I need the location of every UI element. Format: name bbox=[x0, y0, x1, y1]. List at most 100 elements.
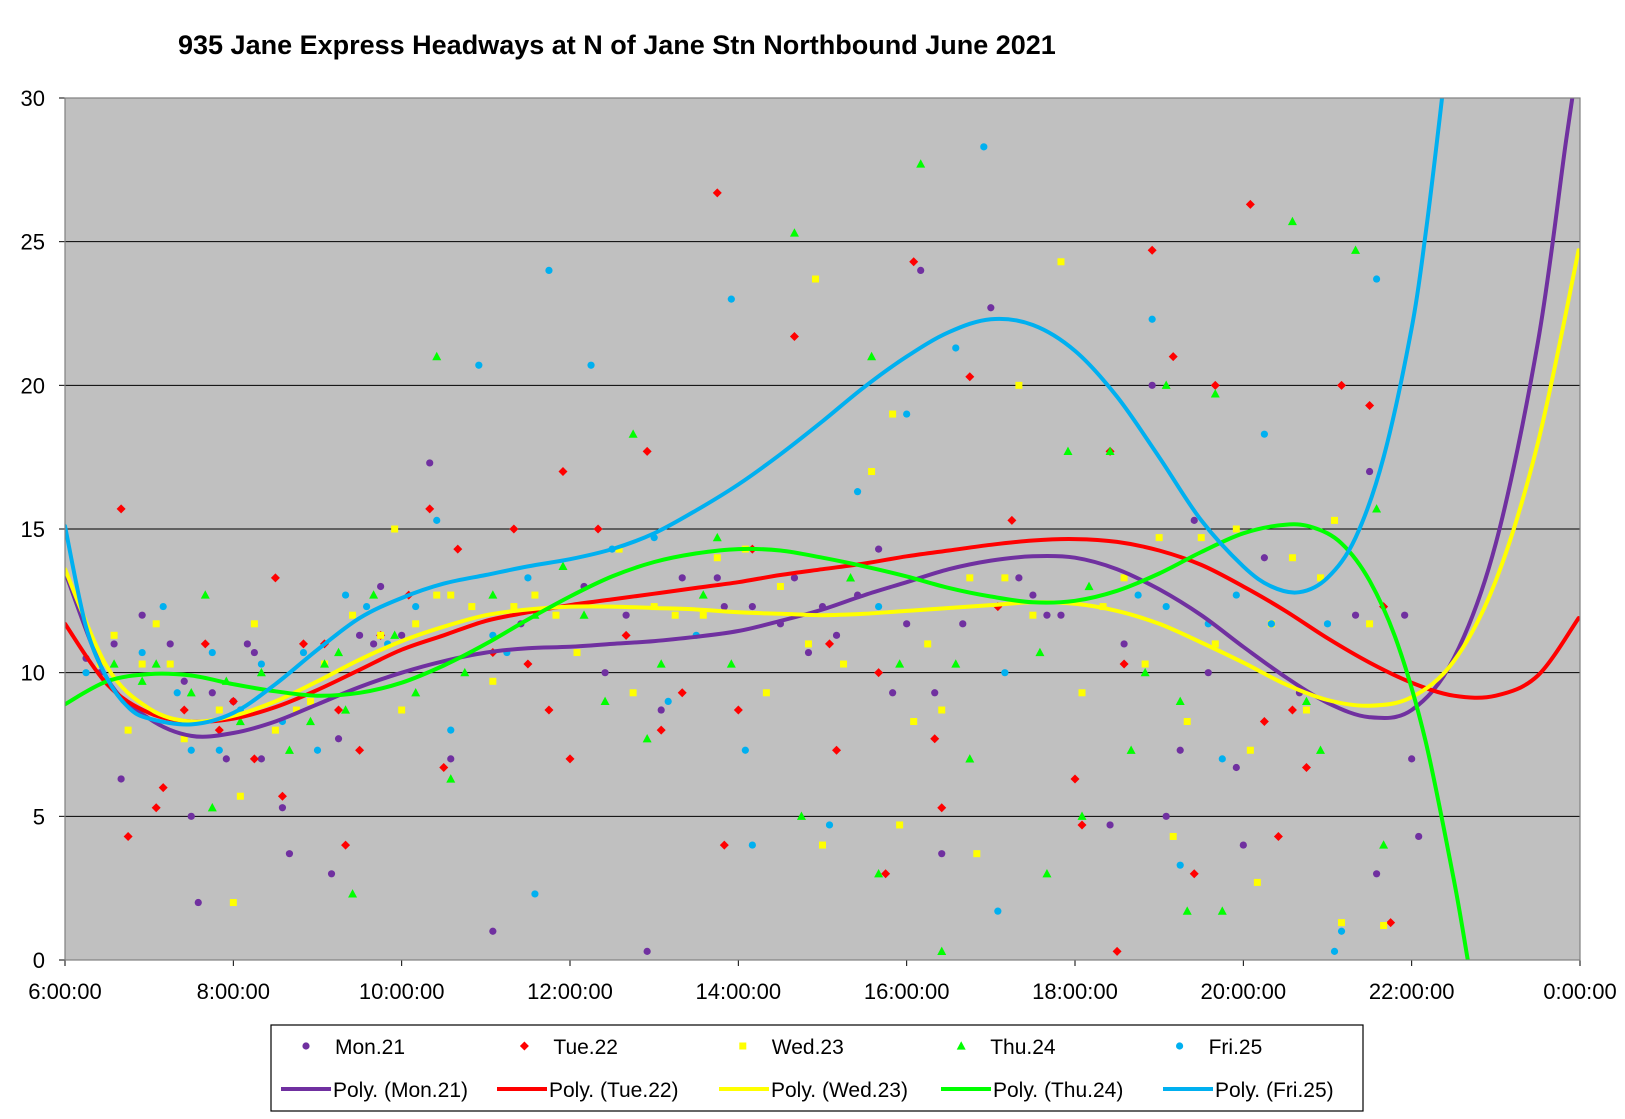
legend-label: Tue.22 bbox=[553, 1036, 618, 1059]
data-point bbox=[187, 812, 195, 820]
data-point bbox=[656, 725, 666, 735]
data-point bbox=[173, 689, 181, 697]
data-point bbox=[1267, 620, 1275, 628]
data-point bbox=[1337, 380, 1347, 390]
data-point bbox=[1148, 381, 1156, 389]
data-point bbox=[186, 687, 196, 697]
data-point bbox=[1119, 659, 1129, 669]
data-point bbox=[214, 725, 224, 735]
y-tick-label: 20 bbox=[21, 373, 45, 398]
data-point bbox=[1176, 861, 1184, 869]
data-point bbox=[433, 516, 441, 524]
data-point bbox=[137, 676, 147, 685]
data-point bbox=[1029, 591, 1037, 599]
data-point bbox=[965, 754, 975, 763]
data-point bbox=[657, 706, 665, 714]
data-point bbox=[727, 295, 735, 303]
data-point bbox=[377, 582, 385, 591]
data-point bbox=[1259, 717, 1269, 727]
data-point bbox=[271, 726, 279, 734]
data-point bbox=[1112, 946, 1122, 956]
data-point bbox=[579, 610, 589, 619]
data-point bbox=[166, 640, 174, 648]
data-point bbox=[1190, 516, 1198, 524]
data-point bbox=[305, 716, 315, 726]
data-point bbox=[825, 639, 835, 649]
legend-marker bbox=[519, 1041, 529, 1051]
data-point bbox=[1287, 705, 1297, 715]
data-point bbox=[1015, 381, 1023, 389]
data-point bbox=[1169, 832, 1177, 840]
trendline bbox=[65, 537, 1580, 724]
data-point bbox=[1140, 667, 1150, 677]
data-point bbox=[1232, 525, 1240, 533]
data-point bbox=[629, 689, 637, 697]
data-point bbox=[713, 574, 721, 582]
data-point bbox=[924, 640, 932, 648]
data-point bbox=[896, 821, 904, 829]
data-point bbox=[1189, 869, 1199, 879]
data-point bbox=[341, 840, 351, 850]
data-point bbox=[432, 351, 442, 361]
data-point bbox=[1301, 696, 1311, 705]
data-point bbox=[1162, 812, 1170, 820]
data-point bbox=[1351, 611, 1360, 619]
data-point bbox=[1029, 611, 1037, 619]
data-point bbox=[348, 889, 358, 898]
data-point bbox=[256, 667, 266, 677]
data-point bbox=[726, 659, 736, 668]
data-point bbox=[1301, 762, 1311, 772]
data-point bbox=[1218, 755, 1226, 763]
data-point bbox=[1168, 352, 1178, 362]
data-point bbox=[832, 631, 841, 639]
data-point bbox=[1176, 746, 1184, 754]
data-point bbox=[819, 841, 826, 849]
data-point bbox=[677, 688, 687, 698]
data-point bbox=[277, 791, 287, 801]
x-tick-label: 8:00:00 bbox=[197, 979, 270, 1004]
data-point bbox=[804, 648, 813, 657]
data-point bbox=[292, 706, 300, 714]
data-point bbox=[180, 735, 188, 743]
data-point bbox=[994, 907, 1002, 915]
legend-label: Poly. (Wed.23) bbox=[771, 1079, 908, 1102]
data-point bbox=[790, 574, 799, 582]
data-point bbox=[320, 659, 330, 668]
data-point bbox=[1197, 534, 1205, 542]
data-point bbox=[712, 532, 722, 542]
data-point bbox=[179, 705, 189, 715]
data-point bbox=[109, 659, 119, 668]
data-point bbox=[1120, 640, 1128, 648]
data-point bbox=[1043, 611, 1051, 619]
data-point bbox=[615, 545, 623, 553]
data-point bbox=[741, 746, 749, 754]
data-point bbox=[1253, 878, 1261, 886]
data-point bbox=[1217, 906, 1227, 915]
data-point bbox=[987, 304, 995, 312]
data-point bbox=[1147, 245, 1157, 255]
data-point bbox=[439, 762, 449, 772]
data-point bbox=[313, 746, 322, 754]
trendline bbox=[65, 248, 1580, 724]
data-point bbox=[1246, 746, 1254, 754]
data-point bbox=[621, 630, 631, 640]
data-point bbox=[398, 631, 406, 639]
data-point bbox=[207, 802, 217, 812]
legend-label: Fri.25 bbox=[1209, 1036, 1263, 1059]
data-point bbox=[249, 754, 259, 764]
data-point bbox=[825, 821, 834, 829]
data-point bbox=[593, 524, 603, 534]
data-point bbox=[1379, 840, 1389, 849]
data-point bbox=[447, 591, 455, 599]
data-point bbox=[284, 745, 294, 754]
data-point bbox=[200, 590, 210, 599]
data-point bbox=[531, 591, 539, 599]
data-point bbox=[558, 561, 568, 570]
data-point bbox=[1260, 554, 1268, 562]
gridlines bbox=[65, 241, 1580, 817]
data-point bbox=[1287, 216, 1297, 226]
data-point bbox=[832, 745, 842, 755]
data-point bbox=[510, 603, 518, 611]
data-point bbox=[846, 573, 856, 582]
data-point bbox=[1380, 922, 1388, 930]
